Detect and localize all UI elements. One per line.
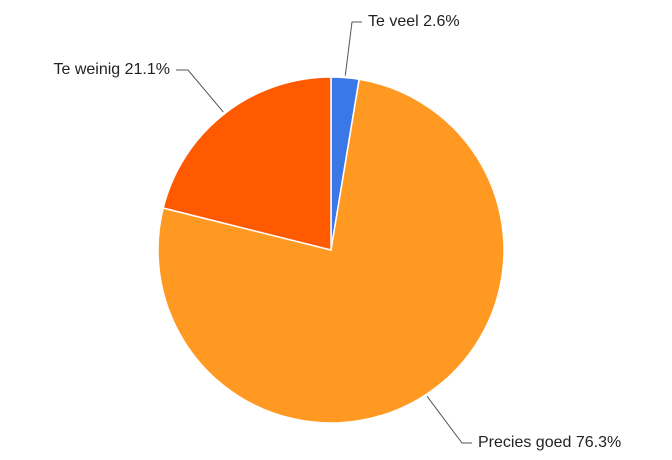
slice-label: Te weinig 21.1%	[53, 61, 170, 78]
slice-value: 76.3%	[576, 434, 621, 451]
slice-category: Te weinig	[53, 61, 120, 78]
leader-line	[176, 69, 224, 113]
slice-label: Precies goed 76.3%	[478, 434, 621, 451]
slice-value: 2.6%	[423, 13, 459, 30]
slice-category: Precies goed	[478, 434, 571, 451]
pie-slice	[162, 76, 332, 251]
leader-line	[344, 21, 362, 76]
slice-value: 21.1%	[125, 61, 170, 78]
slice-label: Te veel 2.6%	[368, 13, 460, 30]
leader-line	[426, 395, 472, 444]
pie-slice	[157, 78, 505, 424]
slice-category: Te veel	[368, 13, 419, 30]
